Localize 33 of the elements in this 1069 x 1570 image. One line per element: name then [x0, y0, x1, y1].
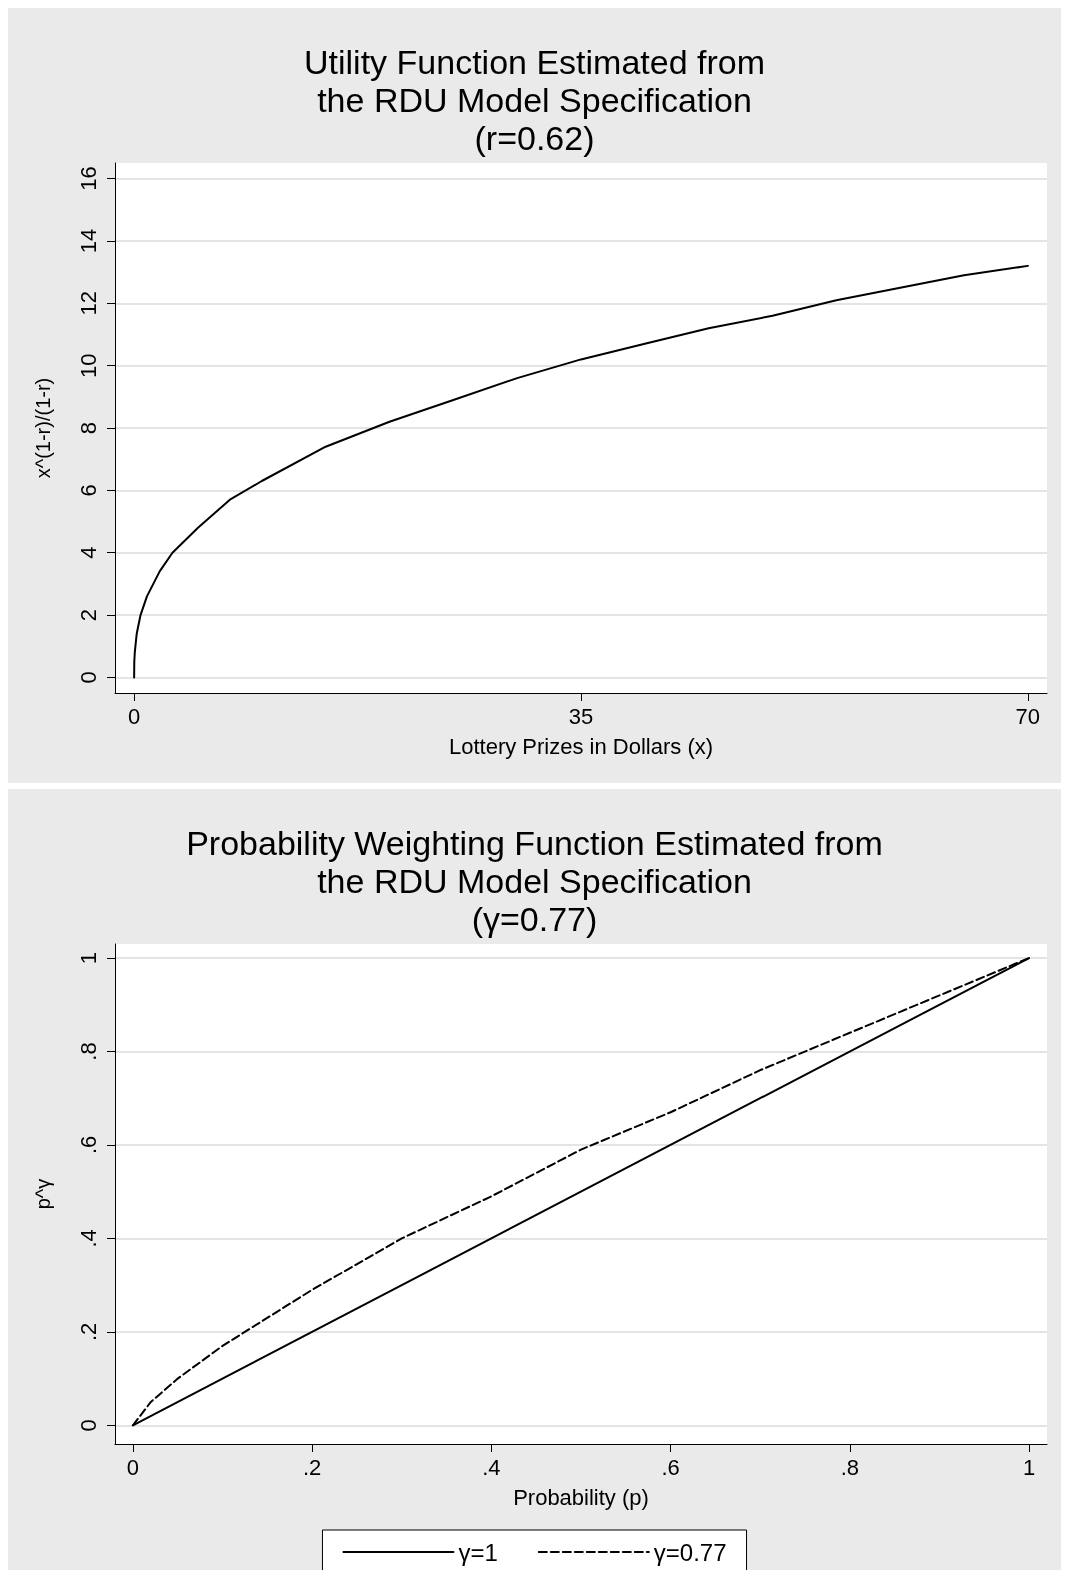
y-tick-label: 2: [75, 608, 101, 622]
y-tick-label: .6: [75, 1135, 101, 1155]
y-tick-label: 10: [75, 353, 101, 378]
y-axis-title: p^γ: [32, 1178, 54, 1210]
legend-label: γ=0.77: [653, 1538, 727, 1566]
y-axis-title: x^(1-r)/(1-r): [32, 377, 54, 479]
x-tick-label: .4: [482, 1454, 501, 1480]
x-tick-label: 0: [126, 1454, 140, 1480]
chart-title: Probability Weighting Function Estimated from the RDU Model Specification (γ=0.77): [186, 824, 883, 938]
x-tick-label: .2: [302, 1454, 322, 1480]
x-tick-label: 0: [128, 703, 141, 729]
y-tick-label: 6: [75, 484, 101, 497]
chart-title: Utility Function Estimated from the RDU Model Specification (r=0.62): [303, 43, 766, 157]
x-tick-label: 70: [1015, 703, 1041, 729]
y-tick-label: .4: [75, 1229, 101, 1248]
x-axis-title: Lottery Prizes in Dollars (x): [448, 733, 714, 759]
y-tick-label: 12: [75, 291, 101, 316]
x-tick-label: .6: [661, 1454, 680, 1480]
y-tick-label: 8: [75, 421, 101, 435]
y-tick-label: 4: [75, 546, 101, 559]
line-series: [133, 264, 1029, 679]
y-tick-label: .8: [75, 1042, 101, 1061]
x-tick-label: 1: [1022, 1454, 1036, 1480]
x-tick-label: .8: [840, 1454, 860, 1480]
y-tick-label: 16: [75, 166, 101, 191]
y-tick-label: 1: [75, 951, 101, 965]
x-tick-label: 35: [568, 703, 594, 729]
y-tick-label: .2: [75, 1322, 101, 1342]
legend-label: γ=1: [458, 1538, 498, 1566]
x-axis-title: Probability (p): [513, 1484, 649, 1510]
y-tick-label: 14: [75, 228, 101, 254]
y-tick-label: 0: [75, 1419, 101, 1432]
y-tick-label: 0: [75, 671, 101, 684]
